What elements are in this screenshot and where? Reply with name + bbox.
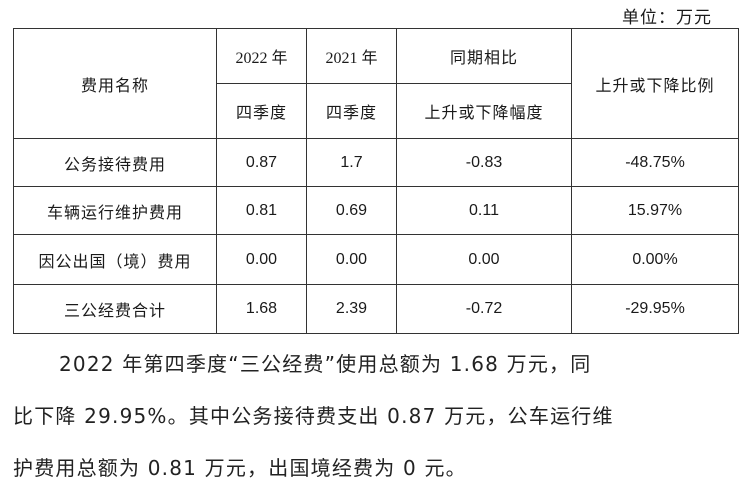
row-value-2021: 1.7 [306, 138, 397, 187]
row-name: 因公出国（境）费用 [13, 234, 217, 285]
row-name: 车辆运行维护费用 [13, 186, 217, 235]
row-value-2022: 0.87 [216, 138, 307, 187]
header-year-2021: 2021 年 [306, 28, 397, 84]
fee-table: 费用名称 2022 年 2021 年 同期相比 上升或下降比例 四季度 四季度 … [13, 28, 739, 334]
row-change: -0.83 [396, 138, 572, 187]
row-change: 0.11 [396, 186, 572, 235]
summary-line: 2022 年第四季度“三公经费”使用总额为 1.68 万元，同 [59, 352, 592, 376]
row-ratio: -48.75% [571, 138, 739, 187]
summary-paragraph: 2022 年第四季度“三公经费”使用总额为 1.68 万元，同 比下降 29.9… [13, 338, 738, 494]
summary-line: 比下降 29.95%。其中公务接待费支出 0.87 万元，公车运行维 [13, 404, 614, 428]
unit-label: 单位：万元 [622, 8, 712, 28]
row-name: 公务接待费用 [13, 138, 217, 187]
row-change: 0.00 [396, 234, 572, 285]
header-change-ratio: 上升或下降比例 [571, 28, 739, 139]
row-value-2021: 0.69 [306, 186, 397, 235]
row-change: -0.72 [396, 284, 572, 334]
row-value-2021: 2.39 [306, 284, 397, 334]
row-value-2022: 0.81 [216, 186, 307, 235]
header-year-2022: 2022 年 [216, 28, 307, 84]
header-fee-name: 费用名称 [13, 28, 217, 139]
table-row: 车辆运行维护费用 0.81 0.69 0.11 15.97% [13, 186, 739, 235]
row-value-2022: 0.00 [216, 234, 307, 285]
table-row: 因公出国（境）费用 0.00 0.00 0.00 0.00% [13, 234, 739, 285]
table-header-row: 费用名称 2022 年 2021 年 同期相比 上升或下降比例 [13, 28, 739, 139]
row-value-2021: 0.00 [306, 234, 397, 285]
header-quarter-2022: 四季度 [216, 83, 307, 139]
header-quarter-2021: 四季度 [306, 83, 397, 139]
table-subheader-row: 四季度 四季度 上升或下降幅度 [14, 83, 739, 139]
row-ratio: 0.00% [571, 234, 739, 285]
header-change-amount: 上升或下降幅度 [396, 83, 572, 139]
header-yoy: 同期相比 [396, 28, 572, 84]
row-ratio: -29.95% [571, 284, 739, 334]
table-row: 三公经费合计 1.68 2.39 -0.72 -29.95% [13, 284, 739, 334]
row-value-2022: 1.68 [216, 284, 307, 334]
table-row: 公务接待费用 0.87 1.7 -0.83 -48.75% [13, 138, 739, 187]
summary-line: 护费用总额为 0.81 万元，出国境经费为 0 元。 [13, 456, 467, 480]
row-name: 三公经费合计 [13, 284, 217, 334]
row-ratio: 15.97% [571, 186, 739, 235]
